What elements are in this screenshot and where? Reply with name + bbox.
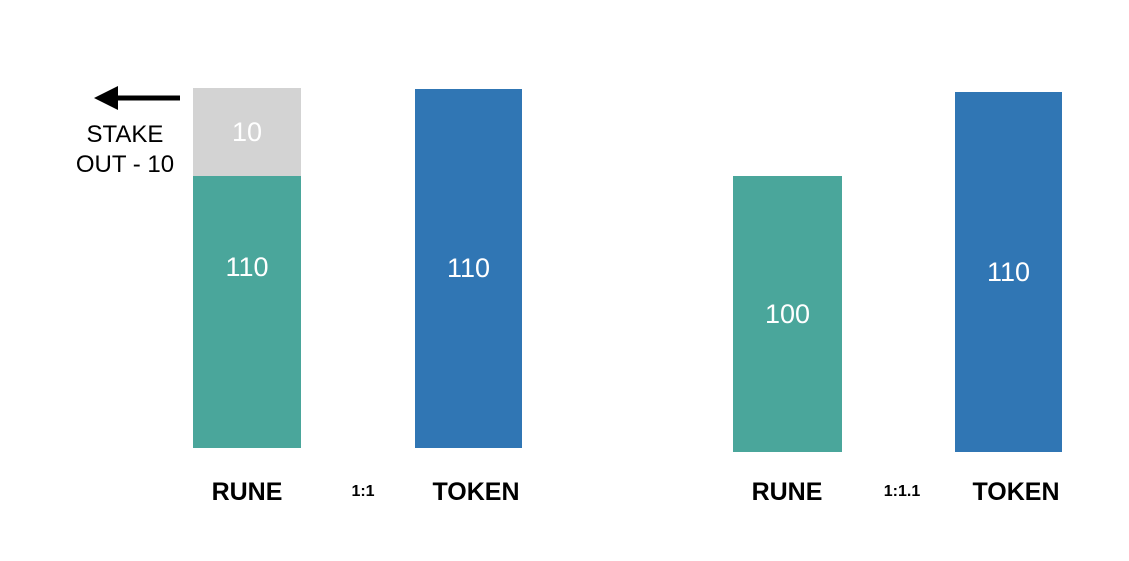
stake-out-annotation: STAKE OUT - 10 bbox=[55, 120, 195, 180]
left-rune-bar: 110 bbox=[193, 176, 301, 448]
right-rune-bar: 100 bbox=[733, 176, 842, 452]
right-token-label: TOKEN bbox=[972, 478, 1060, 506]
right-ratio-label: 1:1.1 bbox=[883, 483, 921, 500]
right-token-value: 110 bbox=[986, 256, 1031, 287]
left-token-label: TOKEN bbox=[432, 478, 520, 506]
arrow-left-icon bbox=[94, 86, 180, 110]
left-rune-label: RUNE bbox=[211, 478, 283, 506]
stake-out-annotation-line1: STAKE bbox=[86, 121, 164, 148]
left-token-value: 110 bbox=[446, 253, 491, 283]
left-rune-value: 110 bbox=[225, 252, 269, 282]
left-ratio-label: 1:1 bbox=[351, 483, 375, 500]
right-rune-value: 100 bbox=[764, 298, 811, 329]
left-rune-stake-out-bar: 10 bbox=[193, 88, 301, 176]
left-rune-stake-out-value: 10 bbox=[231, 116, 263, 147]
left-token-bar: 110 bbox=[415, 89, 522, 448]
right-token-bar: 110 bbox=[955, 92, 1062, 452]
right-rune-label: RUNE bbox=[751, 478, 823, 506]
stake-out-annotation-line2: OUT - 10 bbox=[75, 151, 175, 178]
